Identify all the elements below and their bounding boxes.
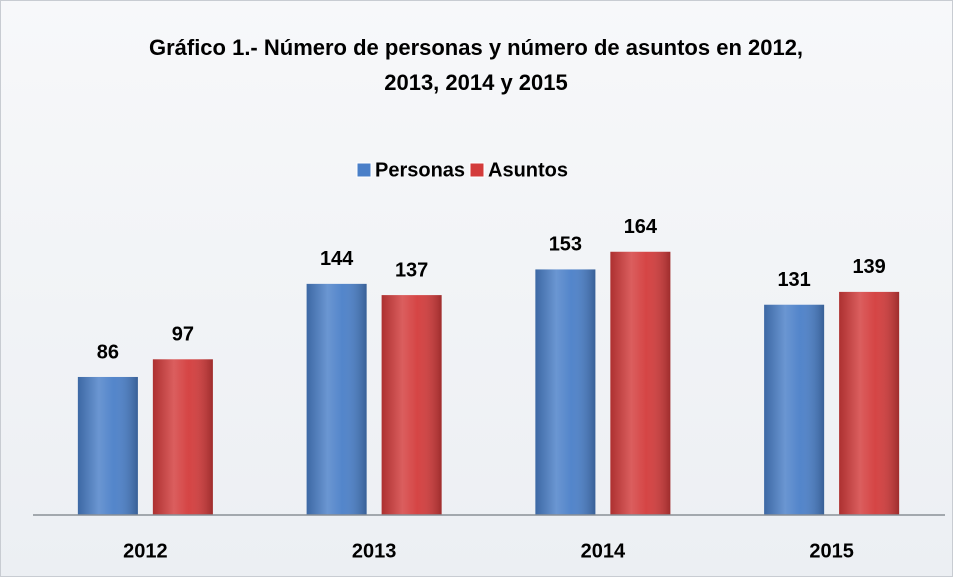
x-tick-label: 2013 <box>352 540 397 562</box>
bar-shade <box>77 376 138 515</box>
bar-shade <box>610 251 671 515</box>
data-label: 153 <box>549 234 582 256</box>
data-label: 139 <box>852 256 885 278</box>
bar-shade <box>764 304 825 515</box>
x-tick-label: 2012 <box>123 540 168 562</box>
data-label: 86 <box>97 341 119 363</box>
x-tick-label: 2014 <box>581 540 626 562</box>
data-label: 144 <box>320 248 354 270</box>
x-tick-label: 2015 <box>809 540 854 562</box>
data-label: 97 <box>172 324 194 346</box>
legend-label: Personas <box>375 159 465 181</box>
legend-swatch <box>356 162 372 178</box>
legend-label: Asuntos <box>488 159 568 181</box>
data-label: 131 <box>777 269 810 291</box>
bar-shade <box>152 359 213 515</box>
data-label: 137 <box>395 259 428 281</box>
bar-shade <box>381 295 442 515</box>
chart-title: Gráfico 1.- Número de personas y número … <box>148 35 804 95</box>
legend-swatch <box>469 162 485 178</box>
bar-shade <box>535 269 596 515</box>
bar-shade <box>839 291 900 515</box>
data-label: 164 <box>624 216 658 238</box>
bar-shade <box>306 283 367 515</box>
